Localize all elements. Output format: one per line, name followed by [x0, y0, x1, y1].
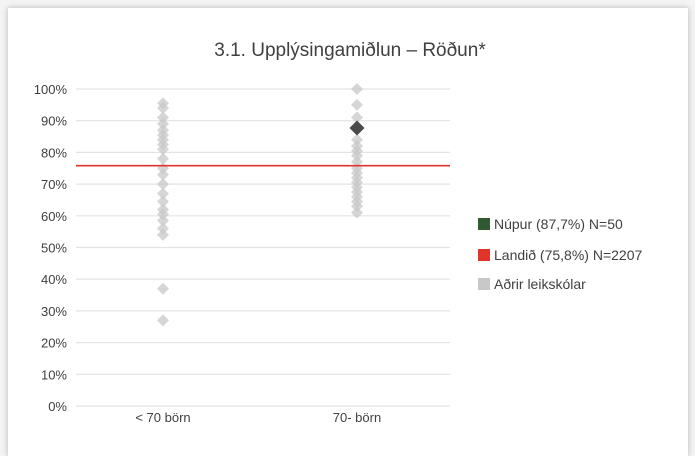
gridlines [76, 88, 450, 407]
other-school-point [157, 282, 169, 295]
other-school-point [157, 228, 169, 241]
other-school-point [157, 168, 169, 181]
other-school-point [351, 133, 363, 146]
y-tick-label: 10% [41, 367, 67, 382]
other-school-point [157, 102, 169, 115]
x-axis-ticks: < 70 börn 70- börn [135, 410, 381, 425]
y-tick-label: 100% [34, 82, 68, 97]
y-tick-label: 30% [41, 304, 67, 319]
highlight-point [349, 120, 365, 136]
legend-swatch [478, 218, 490, 230]
other-school-point [157, 111, 169, 124]
other-school-point [157, 187, 169, 200]
chart-card [8, 8, 688, 456]
other-school-point [157, 143, 169, 156]
other-school-point [351, 149, 363, 162]
other-school-point [351, 98, 363, 111]
y-tick-label: 0% [48, 399, 67, 414]
legend: Núpur (87,7%) N=50 Landið (75,8%) N=2207 A… [478, 216, 642, 292]
other-school-point [157, 214, 169, 227]
legend-label: Landið (75,8%) N=2207 [494, 247, 642, 263]
y-tick-label: 50% [41, 241, 67, 256]
other-school-point [351, 83, 363, 95]
other-school-point [157, 314, 169, 327]
other-school-point [351, 200, 363, 213]
legend-swatch [478, 278, 490, 290]
y-tick-label: 70% [41, 177, 67, 192]
y-tick-label: 80% [41, 145, 67, 160]
legend-swatch [478, 249, 490, 261]
other-school-point [351, 206, 363, 219]
x-tick-label: < 70 börn [135, 410, 190, 425]
y-tick-label: 60% [41, 209, 67, 224]
legend-label: Núpur (87,7%) N=50 [494, 216, 623, 232]
y-tick-label: 40% [41, 272, 67, 287]
other-school-point [157, 178, 169, 191]
other-school-point [351, 111, 363, 124]
other-school-point [157, 222, 169, 235]
other-school-point [157, 152, 169, 165]
other-school-point [157, 208, 169, 221]
legend-label: Aðrir leikskólar [494, 276, 586, 292]
y-axis-ticks: 0% 10% 20% 30% 40% 50% 60% 70% 80% 90% 100% [34, 82, 68, 414]
other-school-point [157, 195, 169, 208]
other-school-point [157, 117, 169, 130]
data-points [157, 83, 365, 327]
chart-title: 3.1. Upplýsingamiðlun – Röðun* [214, 40, 486, 61]
x-tick-label: 70- börn [333, 410, 381, 425]
y-tick-label: 20% [41, 336, 67, 351]
y-tick-label: 90% [41, 114, 67, 129]
other-school-point [351, 155, 363, 168]
